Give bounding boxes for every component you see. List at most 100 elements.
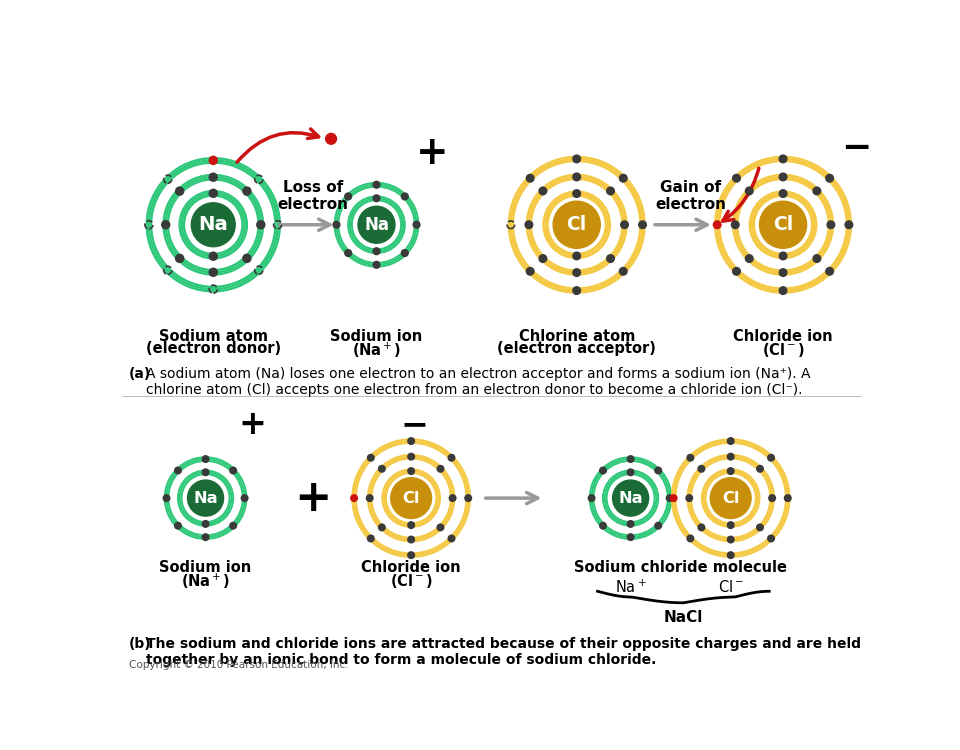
- Circle shape: [391, 478, 432, 518]
- Circle shape: [780, 190, 787, 197]
- Circle shape: [655, 467, 661, 474]
- Circle shape: [378, 524, 385, 531]
- Circle shape: [780, 286, 787, 295]
- Text: Cl$^-$: Cl$^-$: [718, 579, 744, 595]
- Text: Sodium atom: Sodium atom: [158, 328, 268, 344]
- Text: (Na$^+$): (Na$^+$): [351, 341, 401, 360]
- Text: The sodium and chloride ions are attracted because of their opposite charges and: The sodium and chloride ions are attract…: [146, 637, 860, 667]
- Circle shape: [448, 536, 455, 542]
- Circle shape: [756, 466, 763, 472]
- Circle shape: [828, 221, 834, 229]
- Text: +: +: [416, 134, 448, 172]
- Circle shape: [732, 175, 740, 182]
- Circle shape: [728, 438, 734, 444]
- Circle shape: [638, 221, 646, 229]
- Circle shape: [209, 189, 217, 197]
- Circle shape: [243, 254, 251, 262]
- Circle shape: [619, 175, 627, 182]
- Text: (electron acceptor): (electron acceptor): [497, 341, 656, 356]
- Circle shape: [191, 202, 235, 247]
- Circle shape: [573, 155, 581, 163]
- Circle shape: [345, 250, 351, 256]
- Circle shape: [175, 467, 181, 474]
- Circle shape: [229, 523, 236, 529]
- Circle shape: [670, 495, 677, 502]
- Circle shape: [373, 248, 380, 255]
- Circle shape: [378, 466, 385, 472]
- Circle shape: [161, 220, 170, 229]
- Circle shape: [401, 193, 408, 200]
- Circle shape: [449, 495, 456, 502]
- Circle shape: [728, 536, 734, 543]
- Text: (a): (a): [129, 368, 151, 381]
- Circle shape: [759, 201, 806, 248]
- Text: Cl: Cl: [402, 490, 420, 506]
- Circle shape: [187, 480, 224, 516]
- Circle shape: [408, 536, 415, 543]
- Circle shape: [175, 523, 181, 529]
- Circle shape: [209, 268, 217, 276]
- Circle shape: [437, 524, 444, 531]
- Text: (b): (b): [129, 637, 151, 651]
- Circle shape: [612, 480, 649, 516]
- Text: Na: Na: [199, 215, 228, 234]
- Text: −: −: [401, 409, 429, 442]
- Text: Loss of
electron: Loss of electron: [277, 180, 348, 212]
- Circle shape: [728, 453, 734, 460]
- Circle shape: [573, 173, 581, 181]
- Circle shape: [728, 522, 734, 529]
- Text: −: −: [841, 130, 872, 165]
- Circle shape: [845, 221, 852, 229]
- Text: Cl: Cl: [722, 490, 739, 506]
- Circle shape: [687, 454, 694, 461]
- Circle shape: [713, 221, 721, 229]
- Text: Cl: Cl: [773, 215, 793, 234]
- Circle shape: [768, 454, 775, 461]
- Circle shape: [325, 134, 336, 144]
- Circle shape: [525, 221, 533, 229]
- Circle shape: [732, 268, 740, 275]
- Circle shape: [600, 467, 607, 474]
- Circle shape: [408, 453, 415, 460]
- Circle shape: [241, 495, 248, 502]
- Circle shape: [573, 252, 581, 260]
- Text: (Cl$^-$): (Cl$^-$): [390, 572, 433, 590]
- Circle shape: [373, 195, 380, 202]
- Circle shape: [350, 495, 357, 502]
- Circle shape: [243, 187, 251, 195]
- Circle shape: [465, 495, 471, 502]
- Text: A sodium atom (Na) loses one electron to an electron acceptor and forms a sodium: A sodium atom (Na) loses one electron to…: [146, 368, 810, 398]
- Circle shape: [176, 254, 183, 262]
- Circle shape: [698, 524, 705, 531]
- Circle shape: [163, 495, 170, 502]
- Circle shape: [710, 478, 751, 518]
- Circle shape: [203, 534, 209, 541]
- Text: Gain of
electron: Gain of electron: [655, 180, 726, 212]
- Circle shape: [756, 524, 763, 531]
- Circle shape: [813, 188, 821, 195]
- Circle shape: [784, 495, 791, 502]
- Circle shape: [203, 456, 209, 462]
- Circle shape: [368, 454, 374, 461]
- Circle shape: [209, 173, 217, 182]
- Circle shape: [540, 188, 546, 195]
- Text: Chloride ion: Chloride ion: [733, 328, 833, 344]
- Circle shape: [209, 156, 217, 164]
- Circle shape: [655, 523, 661, 529]
- Circle shape: [627, 520, 634, 527]
- Circle shape: [203, 469, 209, 476]
- Circle shape: [627, 456, 634, 462]
- Circle shape: [607, 255, 614, 262]
- Circle shape: [607, 188, 614, 195]
- Circle shape: [408, 468, 415, 475]
- Circle shape: [358, 206, 395, 243]
- Circle shape: [732, 221, 739, 229]
- Circle shape: [780, 252, 787, 260]
- Text: Copyright © 2010 Pearson Education, Inc.: Copyright © 2010 Pearson Education, Inc.: [129, 660, 348, 670]
- Text: Sodium chloride molecule: Sodium chloride molecule: [574, 560, 787, 574]
- Circle shape: [526, 268, 534, 275]
- Circle shape: [373, 262, 380, 268]
- Text: NaCl: NaCl: [663, 610, 703, 625]
- Text: Na: Na: [193, 490, 218, 506]
- Text: Cl: Cl: [566, 215, 587, 234]
